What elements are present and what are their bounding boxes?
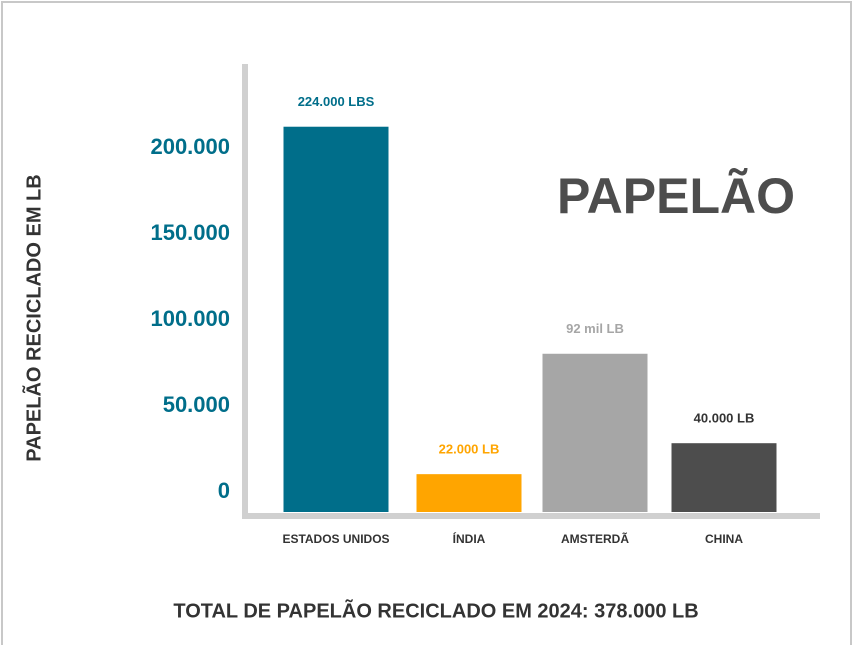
y-tick-label: 50.000 — [163, 392, 230, 417]
y-tick-label: 200.000 — [150, 134, 230, 159]
value-label: 40.000 LB — [694, 411, 755, 426]
bar — [671, 443, 777, 512]
y-tick-label: 0 — [218, 478, 230, 503]
bar — [283, 126, 389, 512]
y-tick-label: 100.000 — [150, 306, 230, 331]
x-tick-label: ÍNDIA — [453, 531, 486, 546]
x-tick-label: ESTADOS UNIDOS — [282, 532, 389, 546]
y-axis-label: PAPELÃO RECICLADO EM LB — [22, 174, 45, 461]
value-label: 224.000 LBS — [298, 94, 375, 109]
bar — [542, 353, 648, 512]
value-label: 92 mil LB — [566, 321, 624, 336]
x-tick-label: AMSTERDÃ — [561, 531, 629, 546]
value-label: 22.000 LB — [439, 442, 500, 457]
footer: TOTAL DE PAPELÃO RECICLADO EM 2024: 378.… — [173, 599, 698, 622]
y-tick-label: 150.000 — [150, 220, 230, 245]
x-tick-label: CHINA — [705, 532, 743, 546]
chart-title: PAPELÃO — [557, 168, 795, 224]
bar — [416, 474, 522, 512]
